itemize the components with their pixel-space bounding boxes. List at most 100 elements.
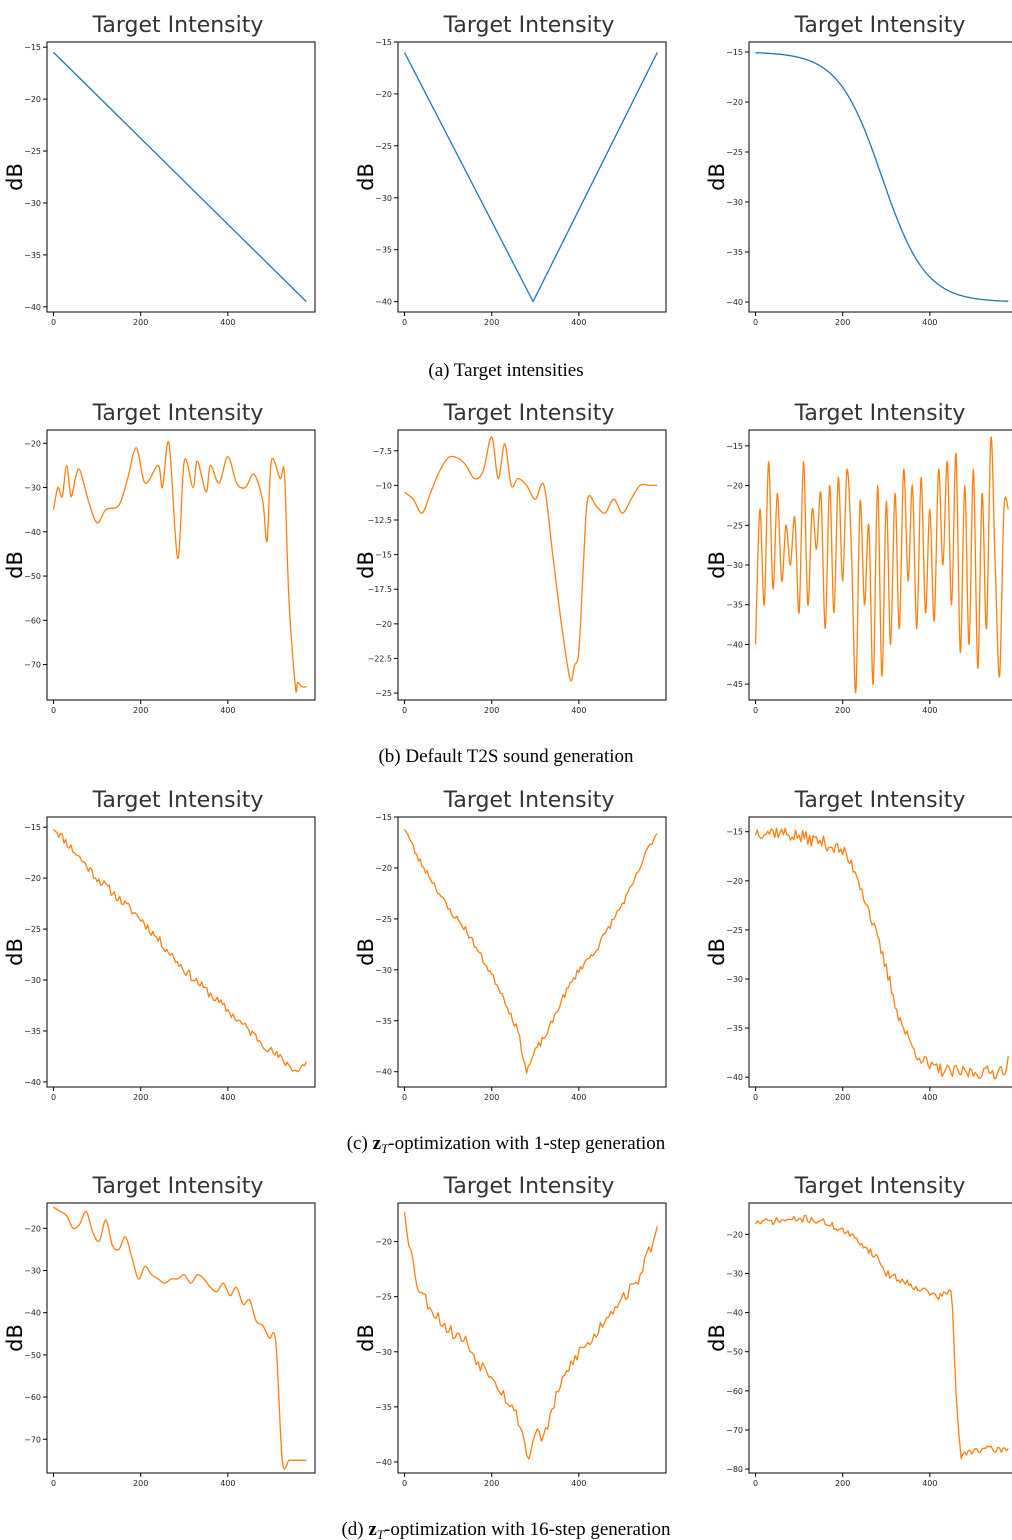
x-tick-label: 200 bbox=[835, 1093, 850, 1102]
y-tick-label: −20 bbox=[726, 1230, 743, 1239]
y-tick-label: −20 bbox=[375, 620, 392, 629]
caption-a: (a) Target intensities bbox=[428, 360, 583, 381]
x-tick-label: 0 bbox=[753, 1093, 758, 1102]
x-tick-label: 400 bbox=[922, 1479, 937, 1488]
y-axis-label: dB bbox=[3, 551, 27, 579]
y-tick-label: −25 bbox=[726, 926, 743, 935]
x-tick-label: 200 bbox=[484, 1093, 499, 1102]
y-tick-label: −25 bbox=[24, 925, 41, 934]
x-tick-label: 200 bbox=[133, 318, 148, 327]
y-tick-label: −15 bbox=[24, 43, 41, 52]
y-axis-label: dB bbox=[354, 938, 378, 966]
series-line bbox=[53, 51, 307, 303]
chart-panel: Target Intensity dB 0 200 400 −15 −20 −25 −30 −35… bbox=[354, 788, 667, 1102]
panel-title: Target Intensity bbox=[443, 13, 615, 38]
y-tick-label: −70 bbox=[726, 1426, 743, 1435]
x-tick-label: 200 bbox=[133, 706, 148, 715]
x-tick-label: 0 bbox=[402, 1479, 407, 1488]
x-tick-label: 400 bbox=[922, 1093, 937, 1102]
plot-frame bbox=[397, 1202, 667, 1474]
y-tick-label: −15 bbox=[375, 38, 392, 47]
y-axis-label: dB bbox=[705, 551, 729, 579]
plot-frame bbox=[46, 41, 316, 313]
y-tick-label: −20 bbox=[375, 864, 392, 873]
x-tick-label: 400 bbox=[220, 1093, 235, 1102]
y-tick-label: −20 bbox=[726, 482, 743, 491]
y-tick-label: −15 bbox=[726, 442, 743, 451]
y-tick-label: −25 bbox=[375, 1293, 392, 1302]
y-tick-label: −22.5 bbox=[367, 654, 392, 663]
panel-title: Target Intensity bbox=[443, 788, 615, 813]
panel-title: Target Intensity bbox=[443, 401, 615, 426]
caption-b: (b) Default T2S sound generation bbox=[378, 746, 634, 767]
x-tick-label: 0 bbox=[51, 318, 56, 327]
y-tick-label: −40 bbox=[24, 303, 41, 312]
y-tick-label: −35 bbox=[726, 248, 743, 257]
y-tick-label: −50 bbox=[24, 1351, 41, 1360]
y-tick-label: −25 bbox=[375, 915, 392, 924]
x-tick-label: 200 bbox=[133, 1093, 148, 1102]
chart-panel: Target Intensity dB 0 200 400 −15 −20 −25 −30 −35… bbox=[705, 13, 1012, 327]
plot-frame bbox=[46, 1202, 316, 1474]
panel-title: Target Intensity bbox=[92, 788, 264, 813]
y-tick-label: −10 bbox=[375, 481, 392, 490]
y-tick-label: −40 bbox=[375, 298, 392, 307]
y-axis-label: dB bbox=[354, 163, 378, 191]
y-tick-label: −25 bbox=[375, 142, 392, 151]
y-tick-label: −20 bbox=[726, 877, 743, 886]
y-tick-label: −35 bbox=[375, 246, 392, 255]
plot-frame bbox=[46, 429, 316, 701]
y-tick-label: −70 bbox=[24, 661, 41, 670]
caption-c-symbol: z bbox=[373, 1133, 382, 1154]
series-line bbox=[52, 440, 307, 693]
chart-panel: Target Intensity dB 0 200 400 −15 −20 −25 −30 −35… bbox=[3, 788, 316, 1102]
y-tick-label: −20 bbox=[24, 95, 41, 104]
chart-panel: Target Intensity dB 0 200 400 −20 −30 −40 −50 −60… bbox=[3, 1174, 316, 1488]
series-line bbox=[53, 829, 307, 1073]
plot-frame bbox=[748, 1202, 1012, 1474]
chart-panel: Target Intensity dB 0 200 400 −15 −20 −25 −30 −35… bbox=[354, 13, 667, 327]
y-tick-label: −20 bbox=[375, 1238, 392, 1247]
series-line bbox=[403, 52, 658, 303]
x-tick-label: 200 bbox=[484, 318, 499, 327]
x-tick-label: 0 bbox=[753, 706, 758, 715]
y-tick-label: −35 bbox=[375, 1403, 392, 1412]
panel-title: Target Intensity bbox=[794, 401, 966, 426]
y-tick-label: −20 bbox=[726, 98, 743, 107]
y-tick-label: −60 bbox=[726, 1387, 743, 1396]
chart-panel: Target Intensity dB 0 200 400 −7.5 −10 −12.5 −15… bbox=[354, 401, 667, 715]
x-tick-label: 0 bbox=[51, 1093, 56, 1102]
y-tick-label: −25 bbox=[24, 147, 41, 156]
panel-title: Target Intensity bbox=[92, 401, 264, 426]
series-line bbox=[755, 52, 1009, 302]
series-line bbox=[53, 1206, 307, 1470]
panel-title: Target Intensity bbox=[794, 13, 966, 38]
chart-panel: Target Intensity dB 0 200 400 −15 −20 −25 −30 −35… bbox=[705, 788, 1012, 1102]
x-tick-label: 400 bbox=[571, 1479, 586, 1488]
panel-title: Target Intensity bbox=[794, 1174, 966, 1199]
y-tick-label: −30 bbox=[24, 1267, 41, 1276]
y-tick-label: −12.5 bbox=[367, 516, 392, 525]
x-tick-label: 400 bbox=[571, 1093, 586, 1102]
y-axis-label: dB bbox=[705, 1324, 729, 1352]
y-tick-label: −20 bbox=[24, 1224, 41, 1233]
panel-title: Target Intensity bbox=[443, 1174, 615, 1199]
y-tick-label: −40 bbox=[726, 640, 743, 649]
y-axis-label: dB bbox=[354, 551, 378, 579]
caption-d-rest: -optimization with 16-step generation bbox=[384, 1519, 671, 1540]
caption-d-subscript: T bbox=[377, 1527, 385, 1540]
caption-c-prefix: (c) bbox=[347, 1133, 373, 1154]
y-tick-label: −80 bbox=[726, 1465, 743, 1474]
series-line bbox=[403, 828, 658, 1074]
caption-c: (c) zT-optimization with 1-step generati… bbox=[347, 1133, 666, 1156]
y-tick-label: −50 bbox=[24, 572, 41, 581]
y-axis-label: dB bbox=[3, 938, 27, 966]
caption-d-symbol: z bbox=[368, 1519, 377, 1540]
x-tick-label: 400 bbox=[571, 706, 586, 715]
plot-frame bbox=[46, 816, 316, 1088]
y-tick-label: −15 bbox=[726, 48, 743, 57]
y-tick-label: −25 bbox=[375, 689, 392, 698]
y-tick-label: −40 bbox=[24, 528, 41, 537]
x-tick-label: 400 bbox=[922, 318, 937, 327]
y-tick-label: −30 bbox=[375, 966, 392, 975]
